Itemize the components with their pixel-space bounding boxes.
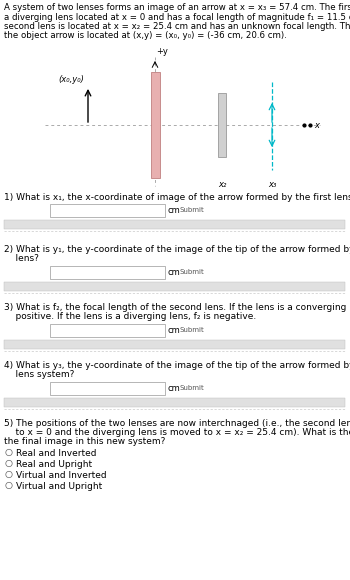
Text: second lens is located at x = x₂ = 25.4 cm and has an unknown focal length. The : second lens is located at x = x₂ = 25.4 … (4, 22, 350, 31)
Text: 2) What is y₁, the y-coordinate of the image of the tip of the arrow formed by t: 2) What is y₁, the y-coordinate of the i… (4, 245, 350, 254)
Text: Virtual and Upright: Virtual and Upright (16, 482, 102, 491)
Text: Real and Upright: Real and Upright (16, 460, 92, 469)
Bar (4, 220, 345, 229)
Text: x: x (314, 121, 319, 129)
Text: lens system?: lens system? (4, 370, 74, 379)
Circle shape (6, 472, 12, 478)
Text: Submit: Submit (179, 208, 204, 213)
Text: cm: cm (167, 206, 180, 215)
Text: Submit: Submit (179, 270, 204, 275)
Text: Submit: Submit (179, 328, 204, 334)
Bar (218, 93, 226, 157)
Text: 3) What is f₂, the focal length of the second lens. If the lens is a converging : 3) What is f₂, the focal length of the s… (4, 303, 350, 312)
Bar (50, 324, 165, 337)
Text: +y: +y (156, 47, 168, 56)
Bar (4, 398, 345, 407)
Text: cm: cm (167, 384, 180, 393)
Text: +: + (334, 340, 341, 349)
Circle shape (6, 450, 12, 456)
Text: cm: cm (167, 268, 180, 277)
Text: positive. If the lens is a diverging lens, f₂ is negative.: positive. If the lens is a diverging len… (4, 312, 256, 321)
Circle shape (6, 483, 12, 489)
Text: 5) The positions of the two lenses are now interchnaged (i.e., the second lens i: 5) The positions of the two lenses are n… (4, 419, 350, 428)
Text: +: + (334, 282, 341, 291)
Text: +: + (334, 398, 341, 407)
Text: x₂: x₂ (218, 180, 226, 189)
Text: Virtual and Inverted: Virtual and Inverted (16, 471, 107, 480)
Text: 4) What is y₃, the y-coordinate of the image of the tip of the arrow formed by t: 4) What is y₃, the y-coordinate of the i… (4, 361, 350, 370)
Text: Real and Inverted: Real and Inverted (16, 449, 97, 458)
Text: cm: cm (167, 326, 180, 335)
Bar (50, 204, 165, 217)
Text: the object arrow is located at (x,y) = (x₀, y₀) = (-36 cm, 20.6 cm).: the object arrow is located at (x,y) = (… (4, 31, 287, 41)
Text: +: + (334, 220, 341, 229)
Text: the final image in this new system?: the final image in this new system? (4, 437, 165, 446)
Text: A system of two lenses forms an image of an arrow at x = x₃ = 57.4 cm. The first: A system of two lenses forms an image of… (4, 3, 350, 12)
Text: x₃: x₃ (268, 180, 276, 189)
Text: a diverging lens located at x = 0 and has a focal length of magnitude f₁ = 11.5 : a diverging lens located at x = 0 and ha… (4, 13, 350, 21)
Bar (50, 266, 165, 279)
Text: 1) What is x₁, the x-coordinate of image of the arrow formed by the first lens?: 1) What is x₁, the x-coordinate of image… (4, 193, 350, 202)
Bar (50, 382, 165, 395)
Text: (x₀,y₀): (x₀,y₀) (58, 75, 84, 84)
Text: lens?: lens? (4, 254, 39, 263)
Bar (4, 340, 345, 349)
Bar (4, 282, 345, 291)
Bar (150, 72, 160, 178)
Text: to x = 0 and the diverging lens is moved to x = x₂ = 25.4 cm). What is the natur: to x = 0 and the diverging lens is moved… (4, 428, 350, 437)
Circle shape (6, 461, 12, 467)
Text: Submit: Submit (179, 386, 204, 392)
